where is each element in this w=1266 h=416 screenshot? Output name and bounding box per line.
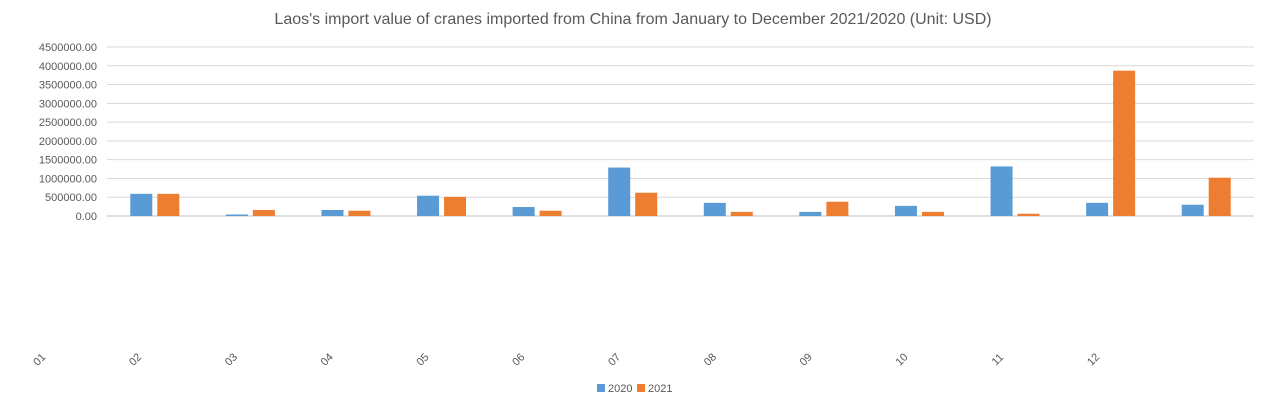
bar-2020-09 <box>894 205 917 216</box>
y-axis-tick-labels: 0.00 500000.00 1000000.00 1500000.00 2000000… <box>39 42 97 223</box>
bar-2021-12 <box>1208 177 1231 216</box>
bar-2021-08 <box>826 201 849 216</box>
x-tick-label: 05 <box>415 351 432 368</box>
x-tick-label: 11 <box>990 352 1007 369</box>
x-tick-label: 08 <box>702 351 719 368</box>
bar-2021-11 <box>1113 70 1136 216</box>
y-tick-label: 1000000.00 <box>39 173 97 185</box>
x-axis-tick-labels: 01 02 03 04 05 06 07 08 09 10 11 12 <box>31 351 1102 368</box>
y-tick-label: 3500000.00 <box>39 80 97 92</box>
x-tick-label: 10 <box>894 351 911 368</box>
gridlines <box>107 46 1254 217</box>
bar-2020-03 <box>321 209 344 216</box>
bar-2021-03 <box>348 210 371 216</box>
bar-2021-10 <box>1017 213 1040 216</box>
bar-2021-01 <box>157 193 180 216</box>
x-tick-label: 03 <box>223 351 240 368</box>
y-tick-label: 1500000.00 <box>39 155 97 167</box>
bar-2020-05 <box>512 206 535 216</box>
x-tick-label: 04 <box>319 351 336 368</box>
x-tick-label: 12 <box>1085 351 1102 368</box>
bar-2020-11 <box>1086 202 1109 216</box>
bar-2020-10 <box>990 166 1013 216</box>
y-tick-label: 3000000.00 <box>39 98 97 110</box>
bar-2021-02 <box>252 209 275 216</box>
bar-2020-08 <box>799 211 822 216</box>
y-tick-label: 4000000.00 <box>39 61 97 73</box>
bar-2021-07 <box>730 211 753 216</box>
x-tick-label: 02 <box>127 351 144 368</box>
legend-swatch-2020 <box>597 384 605 392</box>
y-tick-label: 4500000.00 <box>39 42 97 54</box>
bar-2021-05 <box>539 210 562 216</box>
bar-2020-07 <box>703 202 726 216</box>
x-tick-label: 09 <box>798 351 815 368</box>
y-tick-label: 500000.00 <box>45 192 97 204</box>
bar-2020-02 <box>225 214 248 216</box>
x-tick-label: 01 <box>31 351 48 368</box>
x-tick-label: 07 <box>606 351 623 368</box>
x-tick-label: 06 <box>510 351 527 368</box>
bar-2020-06 <box>608 167 631 216</box>
y-tick-label: 2000000.00 <box>39 136 97 148</box>
legend-label-2020: 2020 <box>608 383 632 395</box>
legend-swatch-2021 <box>637 384 645 392</box>
y-tick-label: 0.00 <box>76 211 97 223</box>
bar-2021-06 <box>635 192 658 216</box>
y-tick-label: 2500000.00 <box>39 117 97 129</box>
bars <box>130 70 1231 216</box>
bar-2020-12 <box>1181 204 1204 216</box>
legend-label-2021: 2021 <box>648 383 672 395</box>
legend: 2020 2021 <box>597 383 672 395</box>
bar-2021-09 <box>921 211 944 216</box>
chart-title: Laos's import value of cranes imported f… <box>274 11 991 28</box>
bar-2020-04 <box>417 195 440 216</box>
bar-2021-04 <box>444 196 467 216</box>
bar-2020-01 <box>130 193 153 216</box>
